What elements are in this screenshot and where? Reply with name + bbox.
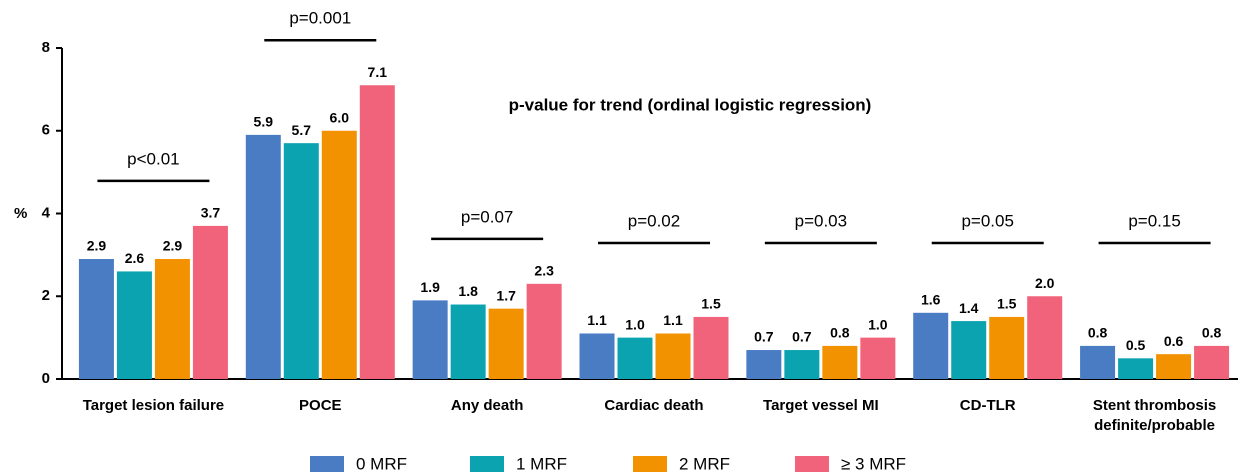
bar <box>321 130 357 379</box>
value-label: 1.0 <box>625 316 645 332</box>
bar <box>526 283 562 379</box>
value-label: 1.1 <box>663 312 683 328</box>
value-label: 2.3 <box>534 263 554 279</box>
p-value: p=0.03 <box>795 211 847 230</box>
legend-swatch <box>633 456 667 472</box>
bar <box>784 350 820 379</box>
value-label: 2.6 <box>125 250 145 266</box>
bar <box>1027 296 1063 379</box>
bar <box>192 225 228 379</box>
bar <box>1080 345 1116 379</box>
bar <box>822 345 858 379</box>
value-label: 0.5 <box>1126 337 1146 353</box>
value-label: 5.7 <box>292 122 312 138</box>
legend-label: 2 MRF <box>679 454 730 473</box>
p-value: p=0.02 <box>628 211 680 230</box>
bar <box>488 308 524 379</box>
y-axis-label: % <box>14 205 27 222</box>
value-label: 1.8 <box>458 283 478 299</box>
legend-swatch <box>795 456 829 472</box>
x-tick-label: Cardiac death <box>604 397 704 414</box>
value-label: 6.0 <box>330 109 350 125</box>
value-label: 3.7 <box>201 205 221 221</box>
value-label: 0.6 <box>1164 333 1184 349</box>
value-label: 0.8 <box>1202 325 1222 341</box>
note: p-value for trend (ordinal logistic regr… <box>509 95 872 114</box>
bar <box>1194 345 1230 379</box>
value-label: 1.5 <box>701 296 721 312</box>
bar <box>579 333 615 379</box>
bar <box>989 316 1025 379</box>
value-label: 0.8 <box>830 325 850 341</box>
bar <box>283 143 319 379</box>
p-value: p=0.05 <box>961 211 1013 230</box>
value-label: 1.5 <box>997 296 1017 312</box>
y-tick-label: 6 <box>42 122 50 139</box>
bar <box>78 259 114 379</box>
bar <box>860 337 896 379</box>
legend-swatch <box>470 456 504 472</box>
legend-label: 1 MRF <box>516 454 567 473</box>
p-value: p=0.07 <box>461 207 513 226</box>
value-label: 1.0 <box>868 316 888 332</box>
value-label: 2.9 <box>163 238 183 254</box>
y-tick-label: 4 <box>42 204 51 221</box>
p-value: p<0.01 <box>127 149 179 168</box>
legend-swatch <box>310 456 344 472</box>
legend-label: ≥ 3 MRF <box>841 454 906 473</box>
bar <box>154 259 190 379</box>
value-label: 2.9 <box>87 238 107 254</box>
bar <box>412 300 448 379</box>
bar <box>245 134 281 379</box>
value-label: 5.9 <box>254 114 274 130</box>
bar <box>655 333 691 379</box>
bar <box>693 316 729 379</box>
value-label: 0.7 <box>792 329 812 345</box>
bar <box>450 304 486 379</box>
value-label: 1.1 <box>587 312 607 328</box>
x-tick-label: POCE <box>299 397 342 414</box>
legend-label: 0 MRF <box>356 454 407 473</box>
bar <box>746 350 782 379</box>
bar <box>617 337 653 379</box>
p-value: p=0.15 <box>1128 211 1180 230</box>
x-tick-label: Any death <box>450 397 524 414</box>
bar <box>913 312 949 379</box>
value-label: 7.1 <box>368 64 388 80</box>
value-label: 1.6 <box>921 292 941 308</box>
value-label: 1.9 <box>420 279 440 295</box>
x-tick-label: Stent thrombosis definite/probable <box>1092 397 1217 434</box>
bar <box>1156 354 1192 379</box>
bar <box>359 85 395 380</box>
y-tick-label: 2 <box>42 287 50 304</box>
value-label: 1.7 <box>496 287 516 303</box>
value-label: 2.0 <box>1035 275 1055 291</box>
value-label: 1.4 <box>959 300 979 316</box>
y-tick-label: 0 <box>42 370 50 387</box>
bar <box>951 321 987 379</box>
value-label: 0.7 <box>754 329 774 345</box>
x-tick-label: Target vessel MI <box>763 397 879 414</box>
bar <box>116 271 152 379</box>
y-tick-label: 8 <box>42 39 50 56</box>
p-value: p=0.001 <box>289 9 351 28</box>
value-label: 0.8 <box>1088 325 1108 341</box>
bar <box>1118 358 1154 379</box>
x-tick-label: Target lesion failure <box>82 397 225 414</box>
x-tick-label: CD-TLR <box>959 397 1016 414</box>
